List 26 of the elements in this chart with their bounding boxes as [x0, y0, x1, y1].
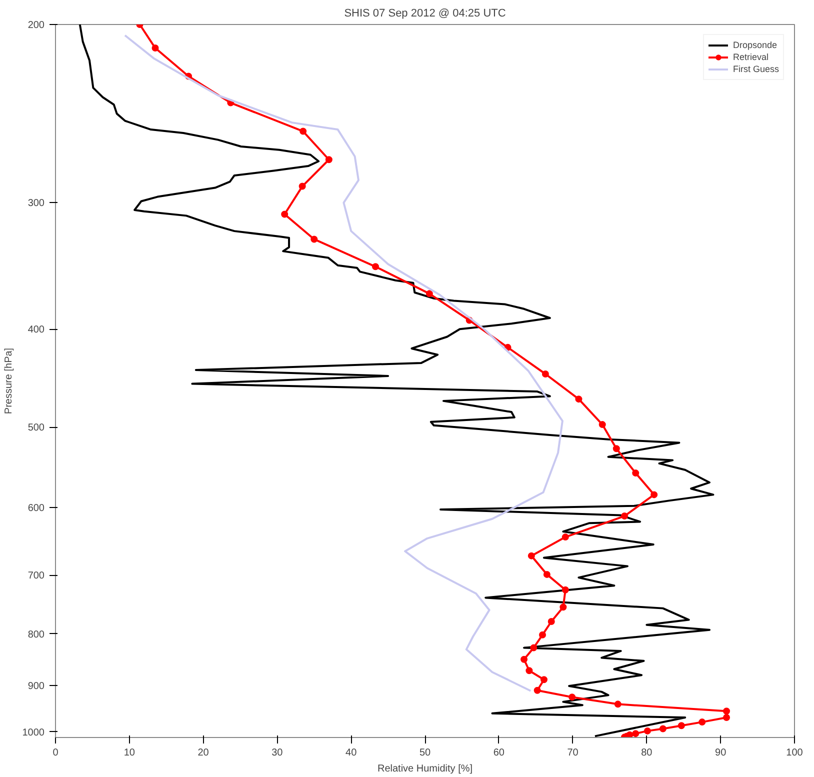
y-tick-label: 400: [28, 324, 45, 336]
legend-label: Retrieval: [732, 51, 768, 63]
x-axis-title: Relative Humidity [%]: [377, 764, 473, 774]
x-tick-label: 100: [786, 748, 804, 758]
x-tick-label: 70: [567, 748, 579, 758]
y-tick-label: 700: [28, 570, 45, 582]
y-tick-label: 600: [28, 502, 45, 514]
x-tick-label: 40: [346, 748, 358, 758]
x-tick-label: 30: [272, 748, 284, 758]
y-tick-label: 1000: [22, 727, 45, 738]
x-tick-label: 10: [124, 748, 136, 758]
legend-label: First Guess: [732, 63, 779, 75]
y-tick-label: 200: [28, 20, 45, 31]
x-tick-label: 90: [715, 748, 727, 758]
x-tick-label: 20: [198, 748, 210, 758]
x-tick-label: 60: [493, 748, 505, 758]
x-tick-label: 50: [419, 748, 431, 758]
y-tick-label: 800: [28, 629, 45, 640]
x-tick-label: 0: [52, 748, 59, 758]
x-tick-label: 80: [641, 748, 653, 758]
y-tick-label: 500: [28, 422, 45, 434]
chart-title: SHIS 07 Sep 2012 @ 04:25 UTC: [344, 8, 506, 20]
legend-label: Dropsonde: [732, 39, 778, 51]
y-tick-label: 900: [28, 681, 45, 692]
y-axis-title: Pressure [hPa]: [3, 348, 14, 414]
y-tick-label: 300: [28, 198, 45, 210]
